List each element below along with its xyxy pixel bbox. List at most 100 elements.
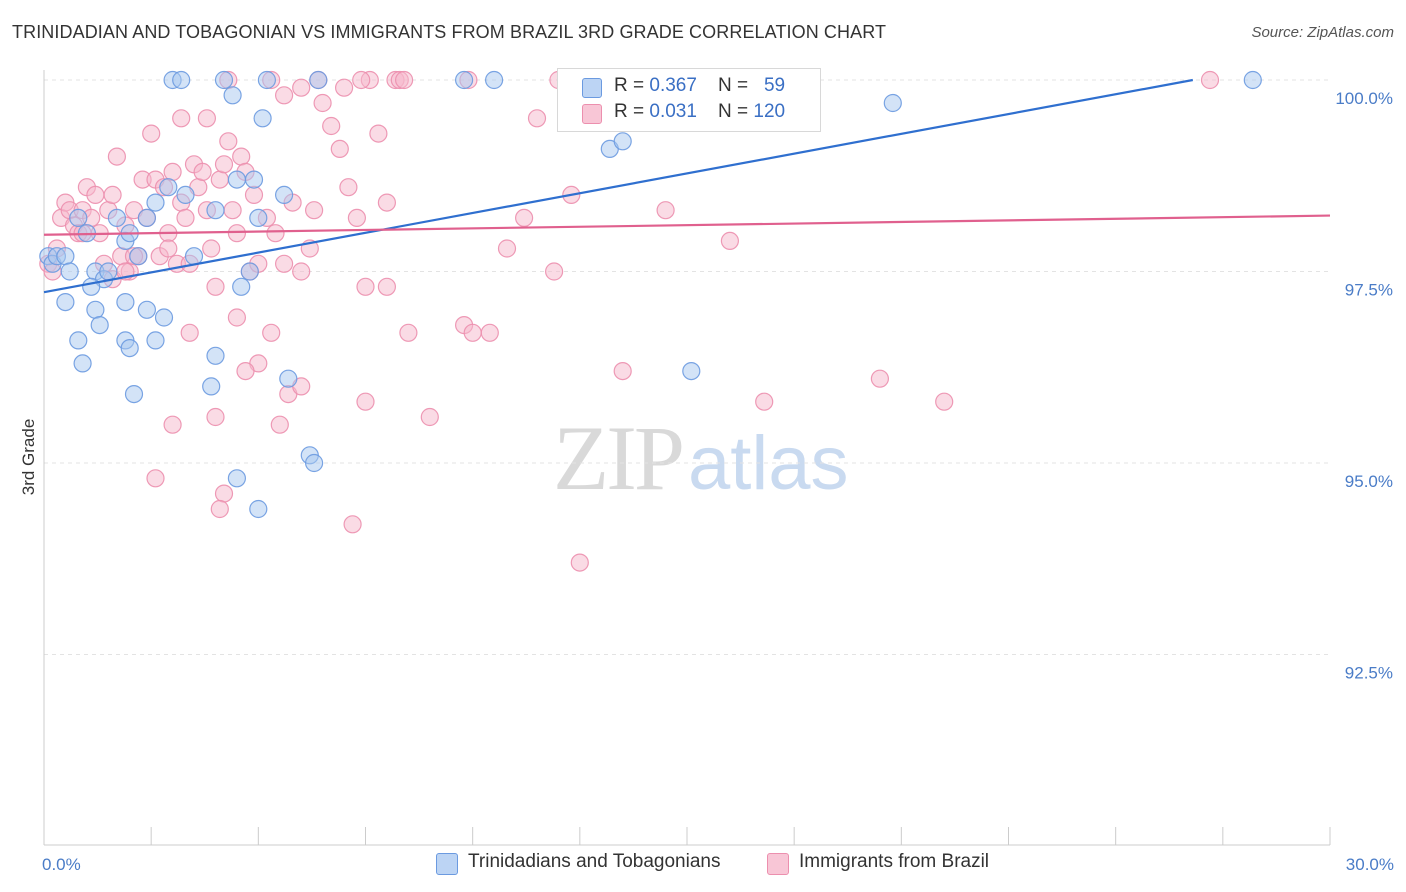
point-brazil [180,323,199,342]
stats-legend: R = 0.367 N = 59 R = 0.031 N = 120 [557,68,821,132]
n-label: N = [718,101,754,122]
point-brazil [197,109,216,128]
point-trinidad [485,70,504,90]
point-trinidad [69,331,88,350]
point-brazil [232,147,251,166]
point-trinidad [253,109,272,128]
point-brazil [369,124,388,143]
point-trinidad [56,247,75,266]
point-trinidad [137,208,156,227]
point-trinidad [99,262,118,281]
point-brazil [206,277,225,296]
point-brazil [305,201,324,220]
y-tick-label: 100.0% [1335,89,1393,108]
point-brazil [202,239,221,258]
point-trinidad [279,369,298,388]
point-brazil [176,208,195,227]
point-brazil [210,499,229,519]
series-legend: Trinidadians and Tobagonians Immigrants … [0,850,1406,880]
point-brazil [313,93,332,113]
y-tick-label: 95.0% [1345,472,1393,491]
point-trinidad [305,453,324,473]
point-trinidad [249,208,268,227]
point-brazil [107,147,127,166]
point-trinidad [154,308,174,327]
n-value: 120 [753,101,786,122]
axis-layer [43,70,1331,846]
legend-text: R = 0.367 N = 59 [614,75,785,97]
point-brazil [159,239,178,258]
point-brazil [193,162,212,181]
point-brazil [377,277,396,296]
point-trinidad [275,185,294,204]
watermark-zip: ZIP [553,407,685,509]
point-trinidad [202,377,221,396]
legend-swatch-blue [582,78,602,98]
point-brazil [206,407,225,427]
point-brazil [142,124,161,143]
point-brazil [544,262,564,281]
legend-swatch-pink [767,853,789,875]
point-trinidad [227,469,246,488]
r-value: 0.031 [649,101,697,122]
point-brazil [420,407,439,427]
point-trinidad [309,70,328,90]
trendline-brazil [43,214,1331,236]
point-brazil [227,224,246,243]
point-trinidad [90,316,109,335]
point-trinidad [1243,70,1262,90]
r-value: 0.367 [649,75,697,96]
r-label: R = [614,75,650,96]
legend-swatch-pink [582,104,602,124]
point-trinidad [257,70,276,90]
y-axis-title: 3rd Grade [19,419,38,496]
point-trinidad [240,262,259,281]
point-brazil [613,362,632,381]
point-brazil [270,415,289,434]
point-brazil [570,553,589,572]
legend-label: Immigrants from Brazil [799,851,990,872]
point-brazil [720,231,740,250]
label-layer: 100.0% 97.5% 95.0% 92.5% 0.0% 30.0% 3rd Grade [19,89,1394,874]
point-trinidad [120,339,139,358]
n-label: N = [718,75,754,96]
point-trinidad [206,346,225,365]
point-trinidad [682,362,701,381]
point-brazil [266,224,285,243]
point-brazil [292,78,311,97]
point-brazil [146,469,165,488]
point-brazil [262,323,281,342]
point-trinidad [146,193,165,212]
point-trinidad [159,178,178,197]
x-tick-label: 30.0% [1346,855,1394,874]
point-trinidad [60,262,79,281]
point-brazil [343,515,362,534]
point-brazil [236,362,255,381]
point-brazil [347,208,366,227]
point-brazil [463,323,482,342]
point-brazil [755,392,774,411]
point-trinidad [455,70,474,90]
point-brazil [244,185,264,204]
point-brazil [377,193,396,212]
point-trinidad [129,247,148,266]
trendline-trinidad [43,78,1194,294]
point-trinidad [107,208,127,227]
y-tick-label: 92.5% [1345,664,1393,683]
point-trinidad [82,277,101,296]
trend-layer [43,78,1331,294]
point-brazil [219,132,238,151]
y-tick-label: 97.5% [1345,281,1393,300]
point-brazil [395,70,414,90]
point-brazil [322,116,341,136]
point-brazil [399,323,418,342]
legend-text: R = 0.031 N = 120 [614,101,785,123]
point-brazil [870,369,890,388]
point-brazil [497,239,517,258]
point-brazil [172,109,191,128]
point-brazil [275,86,294,105]
point-trinidad [223,86,242,105]
legend-label: Trinidadians and Tobagonians [468,851,721,872]
point-brazil [163,415,182,434]
series-trinidad-points [39,70,1262,519]
